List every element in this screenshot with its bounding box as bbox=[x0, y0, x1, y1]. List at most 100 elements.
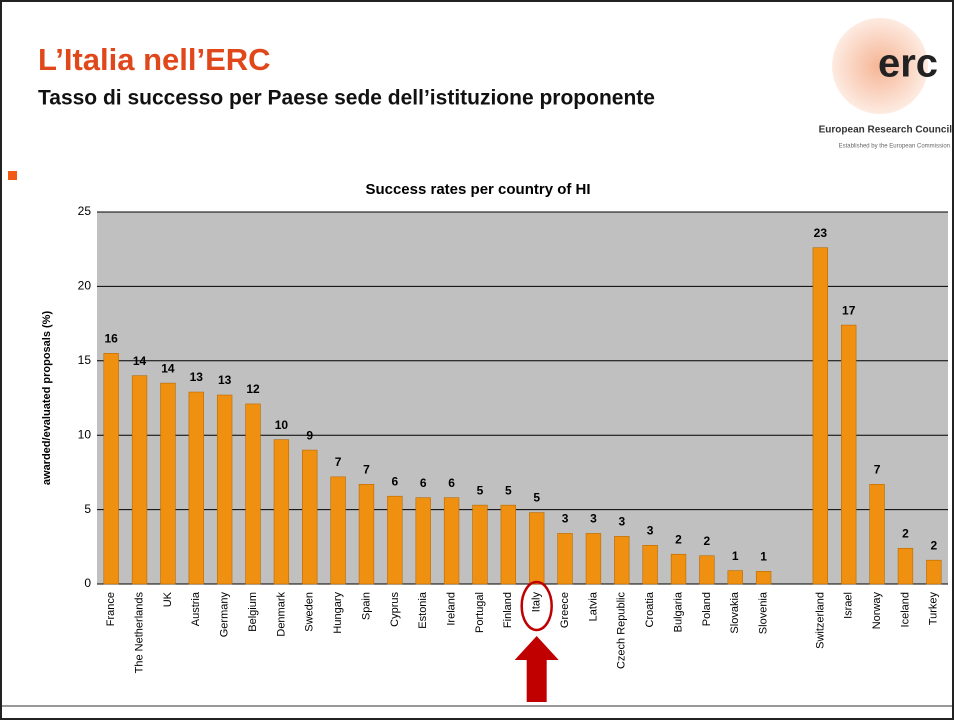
x-tick-label: Finland bbox=[502, 592, 514, 628]
highlight-arrow bbox=[514, 636, 559, 702]
y-tick-label: 15 bbox=[78, 353, 92, 367]
bar bbox=[472, 504, 488, 585]
data-label: 6 bbox=[420, 476, 427, 490]
x-tick-label: Cyprus bbox=[389, 592, 401, 627]
chart-title: Success rates per country of HI bbox=[365, 181, 590, 198]
slide-subtitle: Tasso di successo per Paese sede dell’is… bbox=[38, 87, 655, 110]
x-tick-label: Norway bbox=[871, 592, 883, 630]
bar bbox=[670, 553, 687, 585]
data-label: 3 bbox=[618, 515, 625, 529]
bar bbox=[443, 497, 460, 585]
data-label: 10 bbox=[275, 418, 289, 432]
bar bbox=[131, 375, 148, 585]
data-label: 6 bbox=[448, 476, 455, 490]
logo-name: European Research Council bbox=[819, 125, 953, 136]
y-axis-label: awarded/evaluated proposals (%) bbox=[41, 311, 53, 486]
data-label: 3 bbox=[562, 512, 569, 526]
y-tick-label: 0 bbox=[84, 576, 91, 590]
data-label: 1 bbox=[732, 549, 739, 563]
data-label: 16 bbox=[105, 332, 119, 346]
x-tick-label: Slovakia bbox=[729, 591, 741, 633]
x-tick-label: Latvia bbox=[587, 591, 599, 621]
bar bbox=[330, 476, 346, 585]
x-tick-label: France bbox=[105, 592, 117, 626]
bar bbox=[755, 571, 772, 585]
x-tick-label: Estonia bbox=[417, 591, 429, 629]
x-tick-label: Slovenia bbox=[758, 591, 770, 634]
x-tick-label: Belgium bbox=[247, 592, 259, 632]
data-label: 5 bbox=[505, 483, 512, 497]
data-label: 2 bbox=[704, 534, 711, 548]
data-label: 5 bbox=[533, 491, 540, 505]
y-tick-label: 5 bbox=[84, 502, 91, 516]
data-label: 7 bbox=[363, 462, 370, 476]
x-tick-label: Poland bbox=[701, 592, 713, 626]
x-tick-label: Sweden bbox=[304, 592, 316, 632]
bar bbox=[841, 324, 857, 585]
bar bbox=[358, 484, 375, 585]
data-label: 7 bbox=[874, 462, 881, 476]
bar bbox=[897, 547, 914, 585]
x-tick-label: Bulgaria bbox=[672, 591, 684, 632]
bar bbox=[926, 559, 942, 585]
logo-halo bbox=[832, 18, 928, 114]
y-tick-label: 25 bbox=[78, 204, 92, 218]
y-tick-label: 10 bbox=[78, 427, 92, 441]
data-label: 13 bbox=[218, 373, 232, 387]
data-label: 2 bbox=[930, 538, 937, 552]
data-label: 14 bbox=[133, 354, 147, 368]
x-tick-label: Denmark bbox=[275, 592, 287, 637]
data-label: 2 bbox=[902, 526, 909, 540]
x-tick-label: Turkey bbox=[928, 592, 940, 626]
bullet bbox=[8, 171, 17, 180]
bar bbox=[529, 512, 545, 585]
bar bbox=[160, 382, 176, 585]
bar bbox=[188, 391, 204, 585]
bar bbox=[727, 570, 743, 585]
logo-tagline: Established by the European Commission bbox=[839, 144, 950, 150]
data-label: 13 bbox=[190, 370, 204, 384]
x-tick-label: Spain bbox=[360, 592, 372, 620]
x-tick-label: Germany bbox=[219, 592, 231, 638]
bar bbox=[585, 533, 602, 585]
data-label: 14 bbox=[161, 361, 175, 375]
bar bbox=[812, 247, 829, 585]
x-tick-label: Iceland bbox=[899, 592, 911, 627]
data-label: 3 bbox=[590, 512, 597, 526]
x-tick-label: Greece bbox=[559, 592, 571, 628]
bar bbox=[642, 545, 658, 585]
bar bbox=[103, 353, 119, 585]
bar bbox=[302, 449, 318, 585]
data-label: 12 bbox=[246, 382, 260, 396]
x-tick-label: UK bbox=[162, 591, 174, 607]
bar bbox=[869, 484, 885, 585]
x-tick-label: The Netherlands bbox=[133, 592, 145, 674]
x-tick-label: Switzerland bbox=[814, 592, 826, 649]
x-tick-label: Croatia bbox=[644, 591, 656, 627]
bar bbox=[614, 536, 630, 585]
x-tick-label: Israel bbox=[843, 592, 855, 619]
highlight-circle bbox=[520, 580, 553, 632]
data-label: 5 bbox=[477, 483, 484, 497]
data-label: 7 bbox=[335, 455, 342, 469]
data-label: 23 bbox=[814, 226, 828, 240]
x-tick-label: Italy bbox=[531, 592, 543, 613]
data-label: 6 bbox=[392, 474, 399, 488]
slide-title: L’Italia nell’ERC bbox=[38, 42, 271, 77]
bar bbox=[500, 504, 516, 585]
logo-mark: erc bbox=[878, 42, 938, 86]
x-tick-label: Austria bbox=[190, 591, 202, 626]
data-label: 1 bbox=[760, 550, 767, 564]
bar bbox=[699, 555, 715, 585]
bar bbox=[245, 403, 261, 585]
plot-area bbox=[97, 212, 948, 584]
x-tick-label: Czech Republic bbox=[616, 592, 628, 670]
bar bbox=[415, 497, 431, 585]
data-label: 2 bbox=[675, 532, 682, 546]
bar bbox=[557, 533, 573, 585]
data-label: 17 bbox=[842, 303, 856, 317]
bar bbox=[273, 439, 290, 585]
data-label: 3 bbox=[647, 523, 654, 537]
bar bbox=[216, 394, 233, 585]
